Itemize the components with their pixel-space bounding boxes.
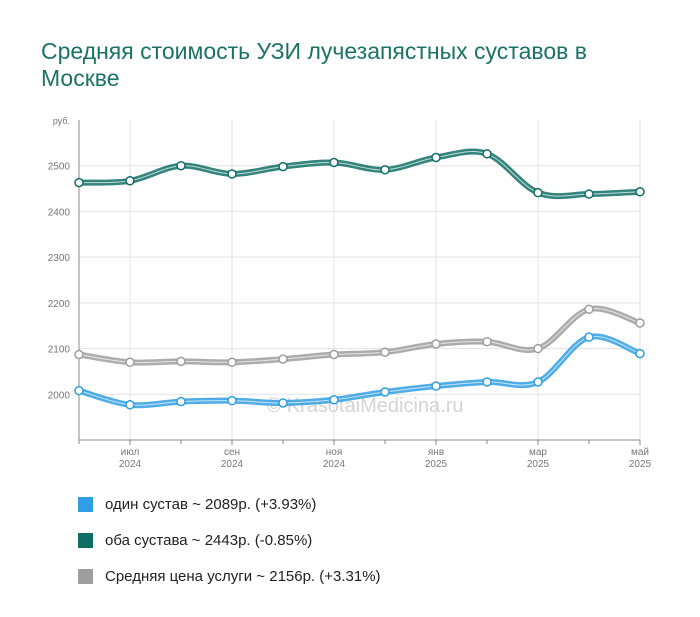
y-tick-label: 2100	[48, 345, 71, 356]
x-tick-label-month: июл	[121, 447, 140, 458]
y-tick-label: 2300	[48, 253, 71, 264]
data-point	[635, 318, 645, 328]
series-1	[74, 148, 645, 200]
x-tick-label-year: 2024	[323, 459, 346, 470]
data-point	[329, 349, 339, 360]
legend-swatch	[78, 532, 93, 548]
legend-item-both-joints[interactable]: оба сустава ~ 2443р. (-0.85%)	[78, 522, 381, 558]
data-point	[431, 152, 441, 163]
data-point	[635, 348, 645, 359]
chart-title: Средняя стоимость УЗИ лучезапястных суст…	[41, 38, 587, 91]
data-point	[74, 349, 84, 360]
legend-swatch	[78, 496, 93, 512]
data-point	[533, 377, 543, 387]
data-point	[176, 396, 186, 407]
series-2	[74, 304, 645, 368]
series-line	[76, 148, 643, 200]
x-tick-label-year: 2025	[425, 459, 448, 470]
x-tick-label-month: май	[631, 447, 649, 458]
chart-legend: один сустав ~ 2089р. (+3.93%) оба сустав…	[78, 486, 381, 594]
x-tick-label-month: мар	[529, 447, 547, 458]
data-point	[125, 176, 135, 186]
y-tick-label: 2200	[48, 299, 71, 310]
data-point	[533, 187, 543, 198]
data-point	[329, 157, 339, 168]
data-point	[278, 161, 288, 172]
y-tick-label: 2500	[48, 162, 71, 173]
axis-labels: 200021002200230024002500руб.июл2024сен20…	[48, 116, 652, 470]
data-point	[278, 398, 288, 408]
y-tick-label: 2000	[48, 390, 71, 401]
legend-label: один сустав ~ 2089р. (+3.93%)	[105, 495, 317, 513]
legend-label: Средняя цена услуги ~ 2156р. (+3.31%)	[105, 567, 381, 585]
x-tick-label-year: 2025	[527, 459, 550, 470]
legend-item-average[interactable]: Средняя цена услуги ~ 2156р. (+3.31%)	[78, 558, 381, 594]
data-point	[329, 395, 339, 405]
data-point	[482, 336, 492, 347]
chart-series	[74, 148, 645, 410]
data-point	[431, 339, 441, 349]
series-line-highlight	[78, 151, 641, 197]
data-point	[482, 377, 492, 387]
data-point	[227, 169, 237, 179]
watermark: © KrasotaiMedicina.ru	[266, 395, 463, 417]
data-point	[431, 381, 441, 391]
x-tick-label-year: 2025	[629, 459, 652, 470]
legend-swatch	[78, 568, 93, 584]
x-tick-label-year: 2024	[221, 459, 244, 470]
data-point	[533, 343, 543, 354]
data-point	[380, 387, 390, 397]
data-point	[125, 400, 135, 410]
data-point	[584, 189, 594, 199]
series-0	[74, 332, 645, 410]
data-point	[176, 160, 186, 171]
series-line	[76, 333, 643, 409]
x-tick-label-month: ноя	[326, 447, 343, 458]
legend-label: оба сустава ~ 2443р. (-0.85%)	[105, 531, 313, 549]
data-point	[380, 165, 390, 175]
data-point	[227, 395, 237, 406]
data-point	[380, 347, 390, 357]
data-point	[176, 356, 186, 367]
data-point	[584, 332, 594, 342]
data-point	[74, 177, 84, 188]
data-point	[482, 149, 492, 159]
x-tick-label-year: 2024	[119, 459, 142, 470]
data-point	[125, 357, 135, 368]
x-tick-label-month: янв	[428, 447, 444, 458]
data-point	[584, 304, 594, 315]
y-tick-label: 2400	[48, 207, 71, 218]
y-unit-label: руб.	[53, 116, 70, 126]
data-point	[227, 357, 237, 368]
legend-item-one-joint[interactable]: один сустав ~ 2089р. (+3.93%)	[78, 486, 381, 522]
data-point	[74, 385, 84, 396]
x-tick-label-month: сен	[224, 447, 240, 458]
data-point	[635, 187, 645, 197]
data-point	[278, 354, 288, 364]
